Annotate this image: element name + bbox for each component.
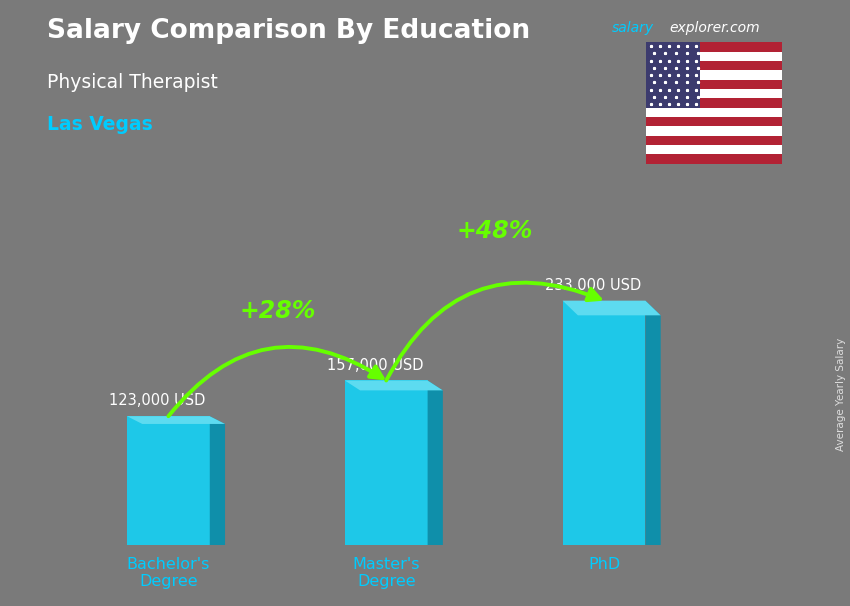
Bar (646, 42, 782, 52)
Bar (345, 381, 428, 545)
Polygon shape (563, 301, 660, 315)
Bar (646, 98, 782, 108)
Text: Las Vegas: Las Vegas (47, 115, 152, 134)
Bar (646, 61, 782, 70)
Polygon shape (645, 301, 660, 545)
Bar (646, 42, 700, 108)
Text: 233,000 USD: 233,000 USD (545, 278, 641, 293)
Text: Physical Therapist: Physical Therapist (47, 73, 218, 92)
Bar (563, 301, 645, 545)
Polygon shape (210, 416, 225, 545)
Bar (646, 89, 782, 98)
Bar (646, 155, 782, 164)
FancyArrowPatch shape (386, 282, 600, 381)
Text: explorer.com: explorer.com (670, 21, 761, 35)
Bar (646, 80, 782, 89)
Text: +48%: +48% (457, 219, 533, 244)
Bar (646, 108, 782, 117)
Bar (646, 70, 782, 80)
Bar (127, 416, 210, 545)
Bar (646, 126, 782, 136)
FancyArrowPatch shape (168, 347, 382, 416)
Polygon shape (428, 381, 443, 545)
Text: salary: salary (612, 21, 654, 35)
Bar (646, 52, 782, 61)
Bar (646, 145, 782, 155)
Text: 123,000 USD: 123,000 USD (110, 393, 206, 408)
Text: 157,000 USD: 157,000 USD (327, 358, 423, 373)
Bar (646, 117, 782, 126)
Text: Salary Comparison By Education: Salary Comparison By Education (47, 18, 530, 44)
Text: +28%: +28% (239, 299, 315, 323)
Text: Average Yearly Salary: Average Yearly Salary (836, 338, 846, 450)
Polygon shape (345, 381, 443, 390)
Bar (646, 136, 782, 145)
Polygon shape (127, 416, 225, 424)
